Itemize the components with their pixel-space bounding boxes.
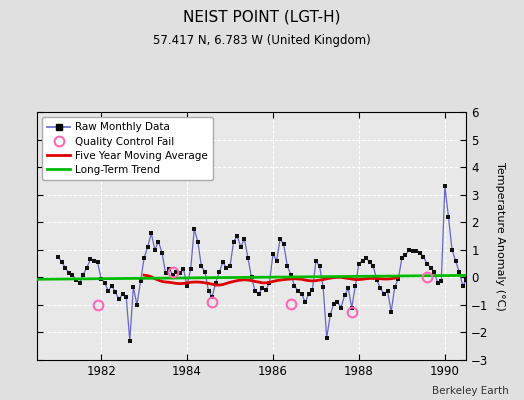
Text: NEIST POINT (LGT-H): NEIST POINT (LGT-H): [183, 10, 341, 25]
Text: 57.417 N, 6.783 W (United Kingdom): 57.417 N, 6.783 W (United Kingdom): [153, 34, 371, 47]
Text: Berkeley Earth: Berkeley Earth: [432, 386, 508, 396]
Y-axis label: Temperature Anomaly (°C): Temperature Anomaly (°C): [495, 162, 505, 310]
Legend: Raw Monthly Data, Quality Control Fail, Five Year Moving Average, Long-Term Tren: Raw Monthly Data, Quality Control Fail, …: [42, 117, 213, 180]
